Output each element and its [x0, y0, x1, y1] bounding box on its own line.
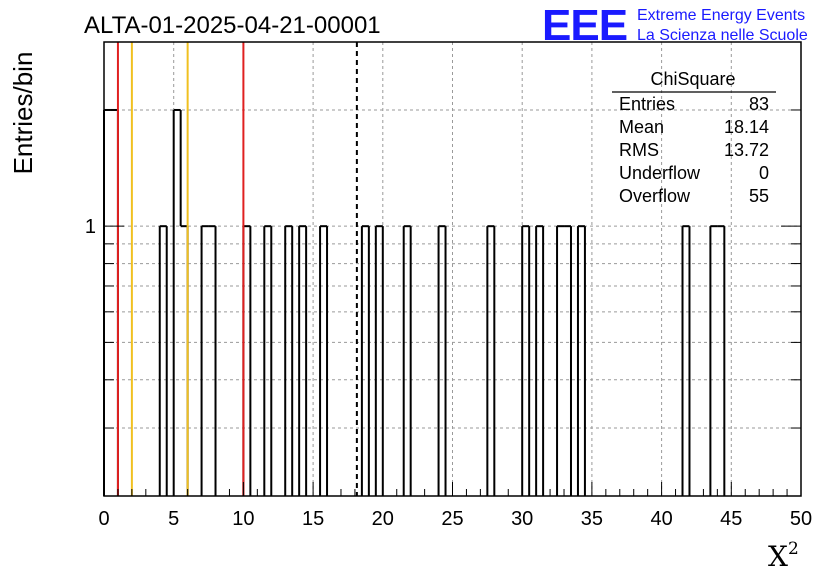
stats-label: Entries: [619, 94, 675, 114]
stats-value: 83: [749, 94, 769, 114]
x-axis-label-main: X: [768, 540, 788, 572]
x-tick-label: 20: [372, 508, 394, 530]
x-tick-label: 10: [232, 508, 254, 530]
x-tick-label: 15: [302, 508, 324, 530]
logo-line-2: La Scienza nelle Scuole: [637, 27, 808, 44]
x-tick-label: 30: [511, 508, 533, 530]
grid: [104, 42, 801, 496]
y-tick-labels: 1: [85, 216, 96, 238]
x-axis-label: X2: [768, 539, 799, 572]
x-tick-label: 35: [581, 508, 603, 530]
stats-label: Overflow: [619, 186, 691, 206]
eee-logo: EEE Extreme Energy Events La Scienza nel…: [542, 1, 808, 50]
y-axis-label: Entries/bin: [8, 52, 38, 175]
x-tick-label: 40: [650, 508, 672, 530]
x-tick-label: 45: [720, 508, 742, 530]
stats-label: RMS: [619, 140, 659, 160]
x-tick-label: 25: [441, 508, 463, 530]
stats-rows: Entries 83 Mean 18.14 RMS 13.72 Underflow 0 Over…: [619, 94, 769, 206]
x-axis-label-superscript: 2: [788, 539, 799, 559]
stats-label: Underflow: [619, 163, 701, 183]
y-tick-label: 1: [85, 216, 96, 238]
stats-value: 13.72: [724, 140, 769, 160]
stats-value: 18.14: [724, 117, 769, 137]
reference-lines: [116, 42, 358, 496]
stats-title: ChiSquare: [650, 69, 735, 89]
x-tick-label: 5: [168, 508, 179, 530]
axes: [103, 41, 802, 497]
x-tick-label: 0: [98, 508, 109, 530]
x-tick-labels: 0 5 10 15 20 25 30 35 40 45 50: [98, 508, 812, 530]
x-tick-label: 50: [790, 508, 812, 530]
stats-label: Mean: [619, 117, 664, 137]
chart-title: ALTA-01-2025-04-21-00001: [84, 12, 381, 39]
stats-box: ChiSquare Entries 83 Mean 18.14 RMS 13.72 Unde…: [612, 69, 776, 206]
logo-line-1: Extreme Energy Events: [637, 7, 805, 24]
stats-value: 0: [759, 163, 769, 183]
stats-value: 55: [749, 186, 769, 206]
